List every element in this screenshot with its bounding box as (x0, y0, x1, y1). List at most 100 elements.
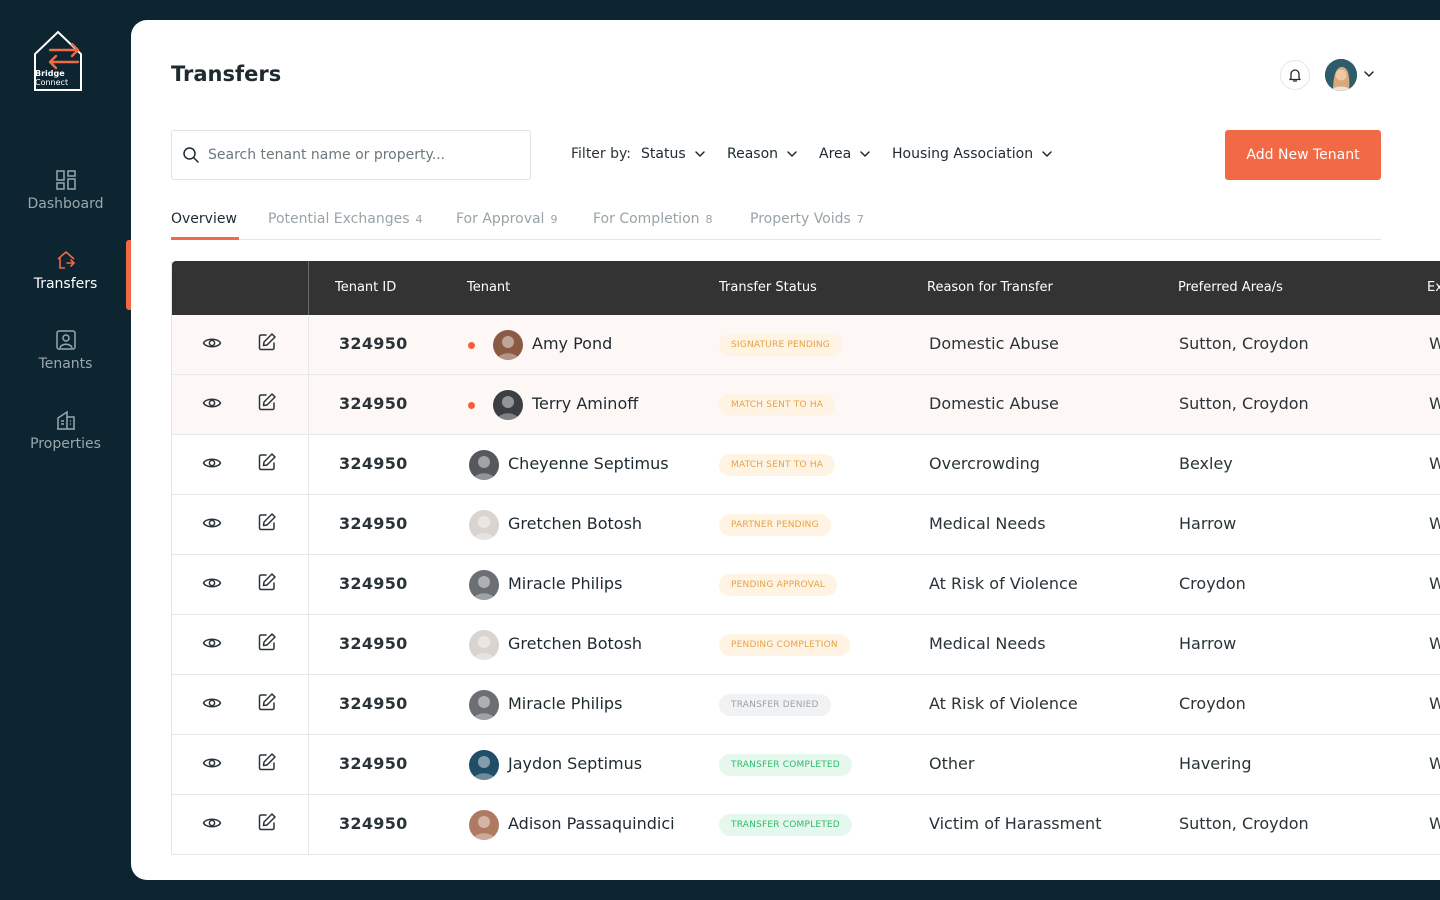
tenant-name-cell[interactable]: Miracle Philips (508, 574, 623, 593)
tenant-name-cell[interactable]: Jaydon Septimus (508, 754, 643, 773)
view-eye-icon[interactable] (202, 633, 222, 657)
edit-pencil-icon[interactable] (257, 572, 277, 596)
tab-label: Overview (171, 211, 237, 227)
preferred-area-cell: Croydon (1179, 694, 1246, 713)
transfer-home-icon (56, 251, 75, 269)
tab-for-approval[interactable]: For Approval 9 (456, 211, 557, 227)
extra-cell: W (1429, 334, 1440, 353)
filter-housing-association-label: Housing Association (892, 146, 1034, 162)
tenant-id-cell: 324950 (339, 814, 408, 833)
sidebar-item-transfers[interactable]: Transfers (0, 250, 131, 320)
edit-pencil-icon[interactable] (257, 392, 277, 416)
edit-pencil-icon[interactable] (257, 512, 277, 536)
filter-status[interactable]: Status (641, 146, 706, 162)
reason-cell: At Risk of Violence (929, 574, 1078, 593)
sidebar-item-dashboard[interactable]: Dashboard (0, 170, 131, 240)
filter-reason-label: Reason (727, 146, 779, 162)
table-row[interactable]: 324950 Miracle Philips PENDING APPROVAL At … (172, 555, 1440, 615)
tab-potential-exchanges[interactable]: Potential Exchanges 4 (268, 211, 422, 227)
extra-cell: W (1429, 574, 1440, 593)
bridge-connect-logo[interactable]: Bridge Connect (30, 28, 86, 92)
tab-count: 8 (705, 213, 713, 226)
edit-pencil-icon[interactable] (257, 812, 277, 836)
filter-housing-association[interactable]: Housing Association (892, 146, 1053, 162)
tab-property-voids[interactable]: Property Voids 7 (750, 211, 864, 227)
column-header-preferred-area[interactable]: Preferred Area/s (1178, 280, 1283, 295)
tenant-name-cell[interactable]: Cheyenne Septimus (508, 454, 669, 473)
table-row[interactable]: 324950 Cheyenne Septimus MATCH SENT TO HA O… (172, 435, 1440, 495)
tenant-name-cell[interactable]: Amy Pond (532, 334, 613, 353)
extra-cell: W (1429, 694, 1440, 713)
search-box[interactable] (171, 130, 531, 180)
dashboard-icon (55, 170, 76, 190)
edit-pencil-icon[interactable] (257, 452, 277, 476)
edit-pencil-icon[interactable] (257, 752, 277, 776)
column-header-tenant[interactable]: Tenant (467, 280, 511, 295)
filter-reason[interactable]: Reason (727, 146, 798, 162)
view-eye-icon[interactable] (202, 753, 222, 777)
status-badge: TRANSFER COMPLETED (719, 754, 852, 776)
status-badge: TRANSFER DENIED (719, 694, 831, 716)
table-row[interactable]: 324950 Gretchen Botosh PARTNER PENDING Medi… (172, 495, 1440, 555)
table-row[interactable]: 324950 Jaydon Septimus TRANSFER COMPLETED O… (172, 735, 1440, 795)
view-eye-icon[interactable] (202, 573, 222, 597)
user-portrait-icon (1325, 59, 1357, 91)
status-badge: MATCH SENT TO HA (719, 394, 836, 416)
tenant-name-cell[interactable]: Gretchen Botosh (508, 514, 643, 533)
sidebar-item-label: Tenants (38, 356, 93, 372)
preferred-area-cell: Sutton, Croydon (1179, 394, 1309, 413)
tenant-avatar (493, 330, 523, 360)
tenant-name-cell[interactable]: Miracle Philips (508, 694, 623, 713)
edit-pencil-icon[interactable] (257, 692, 277, 716)
table-row[interactable]: 324950 Miracle Philips TRANSFER DENIED At R… (172, 675, 1440, 735)
sidebar: Bridge Connect Dashboard Transfers Tenan… (0, 0, 131, 900)
reason-cell: Victim of Harassment (929, 814, 1102, 833)
add-new-tenant-button[interactable]: Add New Tenant (1225, 130, 1381, 180)
reason-cell: At Risk of Violence (929, 694, 1078, 713)
extra-cell: W (1429, 754, 1440, 773)
tenant-name-cell[interactable]: Adison Passaquindici (508, 814, 675, 833)
column-header-tenant-id[interactable]: Tenant ID (335, 280, 397, 295)
chevron-down-icon[interactable] (1363, 68, 1375, 80)
tab-for-completion[interactable]: For Completion 8 (593, 211, 713, 227)
row-actions (172, 375, 309, 435)
extra-cell: W (1429, 394, 1440, 413)
filter-status-label: Status (641, 146, 686, 162)
view-eye-icon[interactable] (202, 393, 222, 417)
table-body: 324950 Amy Pond SIGNATURE PENDING Domestic … (172, 315, 1440, 855)
view-eye-icon[interactable] (202, 813, 222, 837)
tenant-name-cell[interactable]: Gretchen Botosh (508, 634, 643, 653)
status-badge: PARTNER PENDING (719, 514, 831, 536)
filter-area[interactable]: Area (819, 146, 871, 162)
tab-overview[interactable]: Overview (171, 211, 237, 227)
edit-pencil-icon[interactable] (257, 332, 277, 356)
notifications-button[interactable] (1280, 60, 1310, 90)
tenant-name-cell[interactable]: Terry Aminoff (532, 394, 639, 413)
table-row[interactable]: 324950 Adison Passaquindici TRANSFER COMPL… (172, 795, 1440, 855)
page-title: Transfers (171, 62, 282, 86)
view-eye-icon[interactable] (202, 333, 222, 357)
reason-cell: Medical Needs (929, 634, 1046, 653)
tenant-id-cell: 324950 (339, 754, 408, 773)
sidebar-item-tenants[interactable]: Tenants (0, 330, 131, 400)
table-row[interactable]: 324950 Terry Aminoff MATCH SENT TO HA Domes… (172, 375, 1440, 435)
chevron-down-icon (1042, 151, 1052, 158)
active-nav-indicator (126, 240, 131, 310)
user-avatar[interactable] (1325, 59, 1357, 91)
view-eye-icon[interactable] (202, 513, 222, 537)
active-tab-underline (171, 237, 239, 240)
tenant-id-cell: 324950 (339, 394, 408, 413)
tab-count: 4 (415, 213, 423, 226)
column-header-reason[interactable]: Reason for Transfer (927, 280, 1053, 295)
column-header-transfer-status[interactable]: Transfer Status (719, 280, 817, 295)
search-input[interactable] (208, 147, 508, 163)
sidebar-item-properties[interactable]: Properties (0, 410, 131, 480)
column-header-extra[interactable]: Ex (1427, 280, 1440, 295)
view-eye-icon[interactable] (202, 693, 222, 717)
edit-pencil-icon[interactable] (257, 632, 277, 656)
transfers-table: Tenant ID Tenant Transfer Status Reason … (171, 261, 1440, 855)
chevron-down-icon (694, 151, 705, 158)
table-row[interactable]: 324950 Gretchen Botosh PENDING COMPLETION M… (172, 615, 1440, 675)
table-row[interactable]: 324950 Amy Pond SIGNATURE PENDING Domestic … (172, 315, 1440, 375)
view-eye-icon[interactable] (202, 453, 222, 477)
